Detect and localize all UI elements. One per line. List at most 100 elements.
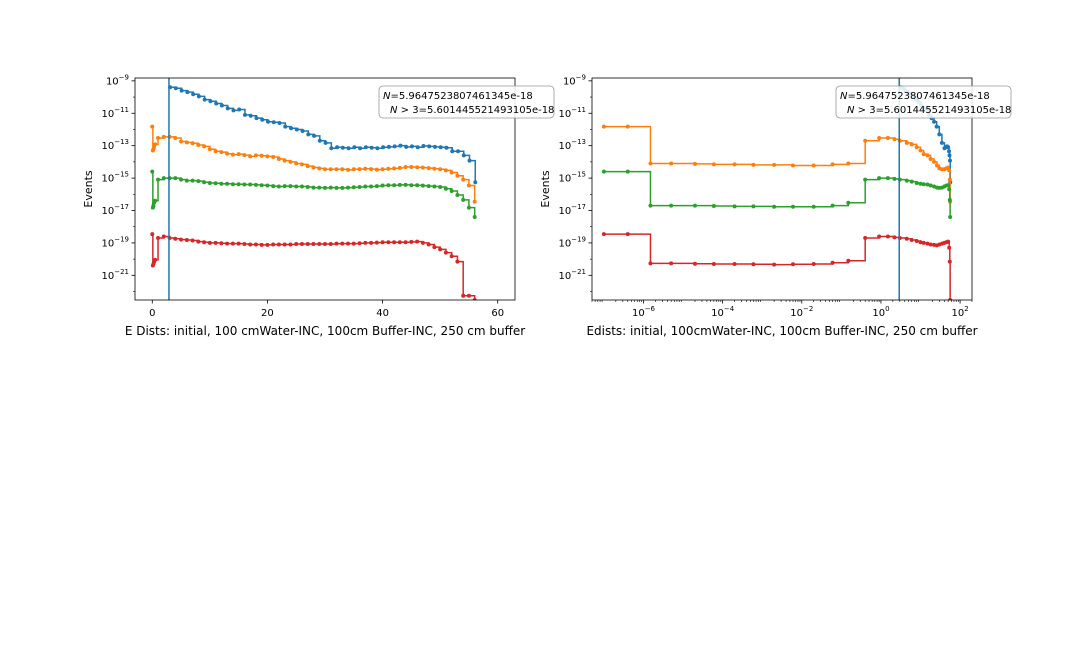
left-plot-point-orange — [271, 155, 276, 159]
left-plot-point-blue — [358, 146, 363, 151]
right-plot-point-green — [921, 182, 926, 187]
left-plot-point-orange — [207, 147, 212, 152]
left-plot-series-orange — [150, 124, 477, 204]
left-plot-point-red — [328, 242, 333, 247]
right-plot-point-red — [601, 232, 606, 237]
left-plot-y-tick-base: 10 — [101, 109, 114, 120]
left-plot-point-green — [397, 182, 402, 187]
left-plot-point-green — [357, 185, 362, 190]
right-plot-y-tick-exp: −19 — [571, 235, 586, 243]
left-plot-point-orange — [323, 167, 327, 172]
right-plot-point-red — [947, 245, 952, 250]
right-plot-point-green — [946, 183, 951, 188]
right-plot-y-tick-label: 10−19 — [558, 235, 586, 249]
left-plot-point-orange — [374, 167, 379, 172]
left-plot-point-blue — [461, 153, 466, 158]
left-plot-point-blue — [444, 145, 449, 150]
left-plot-point-orange — [230, 152, 235, 157]
left-plot-point-red — [317, 242, 322, 247]
left-plot-point-green — [438, 185, 443, 190]
left-plot-point-red — [432, 245, 437, 250]
left-plot-y-tick-exp: −17 — [114, 203, 129, 211]
right-plot-point-red — [692, 261, 697, 266]
left-plot-x-tick-label: 60 — [491, 308, 504, 319]
left-plot-point-orange — [161, 134, 166, 139]
left-plot-annotation-line2-text: > 3=5.601445521493105e-18 — [397, 105, 554, 116]
left-plot-point-blue — [283, 124, 288, 129]
left-plot-point-orange — [443, 168, 448, 173]
left-plot-series-blue — [168, 85, 478, 185]
left-plot-point-green — [230, 182, 235, 187]
left-plot-point-blue — [369, 145, 374, 150]
right-plot-point-orange — [914, 145, 919, 150]
left-plot-point-orange — [351, 167, 356, 172]
left-plot-point-blue — [427, 144, 432, 149]
left-plot-point-orange — [190, 141, 195, 146]
left-plot-point-orange — [156, 135, 161, 140]
left-plot-annotation-line2: N > 3=5.601445521493105e-18 — [390, 105, 554, 116]
left-plot-point-blue — [375, 146, 380, 151]
right-plot-point-red — [914, 239, 919, 244]
right-plot-point-orange — [830, 162, 835, 167]
right-plot-point-green — [892, 176, 897, 181]
left-plot-y-tick-base: 10 — [101, 141, 114, 152]
left-plot-point-green — [380, 183, 385, 188]
left-plot-point-blue — [289, 126, 294, 131]
right-plot-point-blue — [946, 145, 951, 150]
left-plot-point-orange — [173, 135, 178, 140]
left-plot-point-orange — [265, 154, 270, 159]
left-plot-point-blue — [242, 112, 247, 117]
left-plot-point-green — [288, 184, 293, 189]
right-plot-annotation-line2-text: > 3=5.601445521493105e-18 — [854, 105, 1011, 116]
left-plot-point-red — [179, 237, 184, 242]
left-plot-point-blue — [237, 107, 242, 112]
right-plot-point-blue — [947, 158, 952, 163]
left-plot-x-ticks: 0 20 40 60 — [149, 300, 504, 319]
left-plot-point-blue — [340, 145, 345, 150]
left-plot-point-red — [236, 241, 241, 246]
left-plot-point-green — [363, 184, 368, 189]
right-plot-point-green — [885, 176, 890, 181]
left-plot-point-orange — [225, 151, 230, 156]
right-plot-annotation-line1-text: =5.9647523807461345e-18 — [847, 91, 989, 102]
right-plot-point-orange — [846, 161, 851, 166]
left-plot-y-tick-label: 10−19 — [101, 235, 129, 249]
right-plot-point-green — [846, 200, 851, 205]
right-plot-point-green — [751, 204, 756, 209]
left-plot-point-green — [443, 186, 448, 191]
left-plot-y-tick-base: 10 — [101, 238, 114, 249]
left-plot-point-green — [259, 183, 264, 188]
right-plot-y-tick-label: 10−15 — [558, 171, 586, 185]
right-plot-point-green — [711, 203, 716, 208]
left-plot-point-orange — [409, 165, 414, 170]
left-plot-annotation-box — [378, 85, 555, 119]
right-plot: 10−6 10−4 10−2 100 102 10−2110−1910−1710−151… — [539, 73, 1011, 338]
right-plot-point-green — [909, 179, 914, 184]
right-plot-x-tick-label: 10−4 — [711, 305, 735, 319]
left-plot-point-red — [156, 236, 161, 241]
left-plot-point-green — [323, 185, 327, 190]
left-plot-point-orange — [392, 166, 397, 171]
right-plot-y-tick-exp: −11 — [571, 106, 586, 114]
left-plot-annotation: N=5.9647523807461345e-18 N > 3=5.6014455… — [378, 85, 555, 119]
left-plot-point-orange — [288, 159, 293, 164]
left-plot-point-orange — [236, 152, 241, 157]
right-plot-point-blue — [932, 119, 937, 124]
left-plot-point-blue — [317, 138, 322, 143]
right-plot-point-red — [918, 240, 923, 245]
right-plot-annotation-line1: N=5.9647523807461345e-18 — [840, 91, 990, 102]
left-plot-point-green — [242, 182, 247, 187]
left-plot-point-orange — [153, 142, 158, 147]
right-plot-point-orange — [892, 137, 897, 142]
right-plot-point-orange — [921, 152, 926, 157]
left-plot-point-green — [449, 188, 454, 193]
left-plot-point-blue — [323, 140, 328, 145]
left-plot-point-red — [426, 242, 431, 247]
left-plot-point-orange — [455, 173, 460, 178]
left-plot-point-green — [415, 183, 420, 188]
right-plot-point-red — [904, 236, 909, 241]
left-plot-point-green — [190, 178, 195, 183]
left-plot-point-red — [207, 240, 212, 245]
left-plot-point-red — [466, 293, 471, 298]
